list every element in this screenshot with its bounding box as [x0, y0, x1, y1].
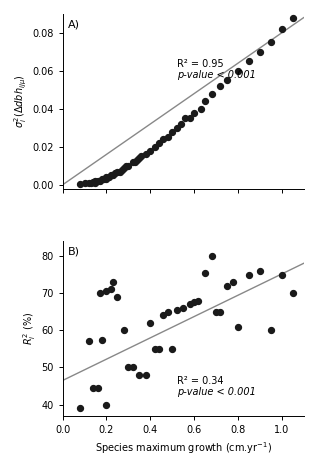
Point — [224, 282, 229, 289]
Text: R² = 0.34: R² = 0.34 — [177, 376, 223, 397]
Point — [97, 289, 102, 297]
Point — [104, 174, 109, 181]
Point — [290, 14, 295, 21]
Point — [119, 166, 124, 173]
Point — [257, 48, 262, 55]
Point — [106, 174, 111, 181]
Y-axis label: $R_i^2$ (%): $R_i^2$ (%) — [22, 312, 38, 345]
Point — [268, 39, 273, 46]
Point — [224, 77, 229, 84]
Point — [192, 299, 197, 306]
Point — [152, 345, 157, 353]
Point — [97, 177, 102, 185]
Point — [279, 271, 284, 278]
Point — [235, 67, 240, 74]
Point — [130, 158, 135, 166]
Point — [268, 327, 273, 334]
Point — [174, 124, 179, 132]
Point — [203, 269, 208, 276]
Point — [218, 308, 223, 316]
Point — [126, 364, 131, 371]
Point — [187, 301, 192, 308]
Point — [148, 147, 153, 154]
Point — [246, 58, 251, 65]
Point — [235, 323, 240, 330]
Point — [110, 171, 115, 179]
Point — [113, 170, 118, 177]
Point — [93, 177, 98, 185]
Point — [82, 179, 87, 187]
Point — [257, 267, 262, 274]
Point — [104, 401, 109, 408]
Point — [124, 162, 129, 170]
Text: R² = 0.95: R² = 0.95 — [177, 59, 223, 80]
Point — [95, 177, 100, 185]
Point — [121, 164, 126, 171]
Point — [108, 286, 113, 293]
Point — [165, 134, 170, 141]
Point — [137, 371, 142, 378]
Point — [126, 162, 131, 170]
Point — [213, 308, 218, 316]
Point — [187, 115, 192, 122]
Text: p-value < 0.001: p-value < 0.001 — [177, 59, 255, 80]
Point — [78, 180, 83, 188]
Text: p-value < 0.001: p-value < 0.001 — [177, 376, 255, 397]
Point — [78, 405, 83, 412]
Point — [161, 312, 166, 319]
Point — [117, 168, 122, 175]
Point — [104, 287, 109, 295]
Point — [209, 252, 214, 260]
Point — [161, 135, 166, 143]
Point — [137, 154, 142, 162]
Point — [104, 176, 109, 183]
Point — [231, 278, 236, 286]
Point — [89, 179, 94, 187]
Point — [156, 140, 162, 147]
Point — [100, 336, 105, 343]
Point — [143, 371, 148, 378]
Point — [139, 152, 144, 160]
Point — [135, 157, 140, 164]
Point — [86, 338, 91, 345]
Point — [209, 90, 214, 97]
Point — [115, 293, 120, 300]
Point — [279, 25, 284, 33]
Point — [86, 179, 91, 187]
Point — [121, 327, 126, 334]
Point — [165, 308, 170, 316]
Text: B): B) — [67, 246, 80, 256]
Point — [174, 306, 179, 314]
Point — [110, 278, 115, 286]
Point — [132, 158, 137, 166]
Point — [178, 120, 183, 128]
Point — [115, 168, 120, 175]
Point — [148, 319, 153, 327]
Point — [95, 384, 100, 392]
Text: A): A) — [67, 19, 80, 29]
Point — [218, 82, 223, 90]
Point — [156, 345, 162, 353]
Point — [192, 109, 197, 116]
Point — [91, 384, 96, 392]
X-axis label: Species maximum growth (cm.yr$^{-1}$): Species maximum growth (cm.yr$^{-1}$) — [95, 440, 272, 456]
Point — [102, 176, 107, 183]
Point — [246, 271, 251, 278]
Point — [108, 171, 113, 179]
Point — [170, 128, 175, 135]
Point — [181, 304, 186, 312]
Point — [198, 105, 203, 113]
Point — [183, 115, 188, 122]
Point — [130, 364, 135, 371]
Point — [196, 297, 201, 304]
Y-axis label: $\sigma_i^2(\Delta dbh_{ij\mu})$: $\sigma_i^2(\Delta dbh_{ij\mu})$ — [13, 74, 29, 128]
Point — [143, 151, 148, 158]
Point — [100, 176, 105, 183]
Point — [170, 345, 175, 353]
Point — [203, 97, 208, 105]
Point — [93, 179, 98, 187]
Point — [290, 289, 295, 297]
Point — [91, 178, 96, 186]
Point — [152, 143, 157, 151]
